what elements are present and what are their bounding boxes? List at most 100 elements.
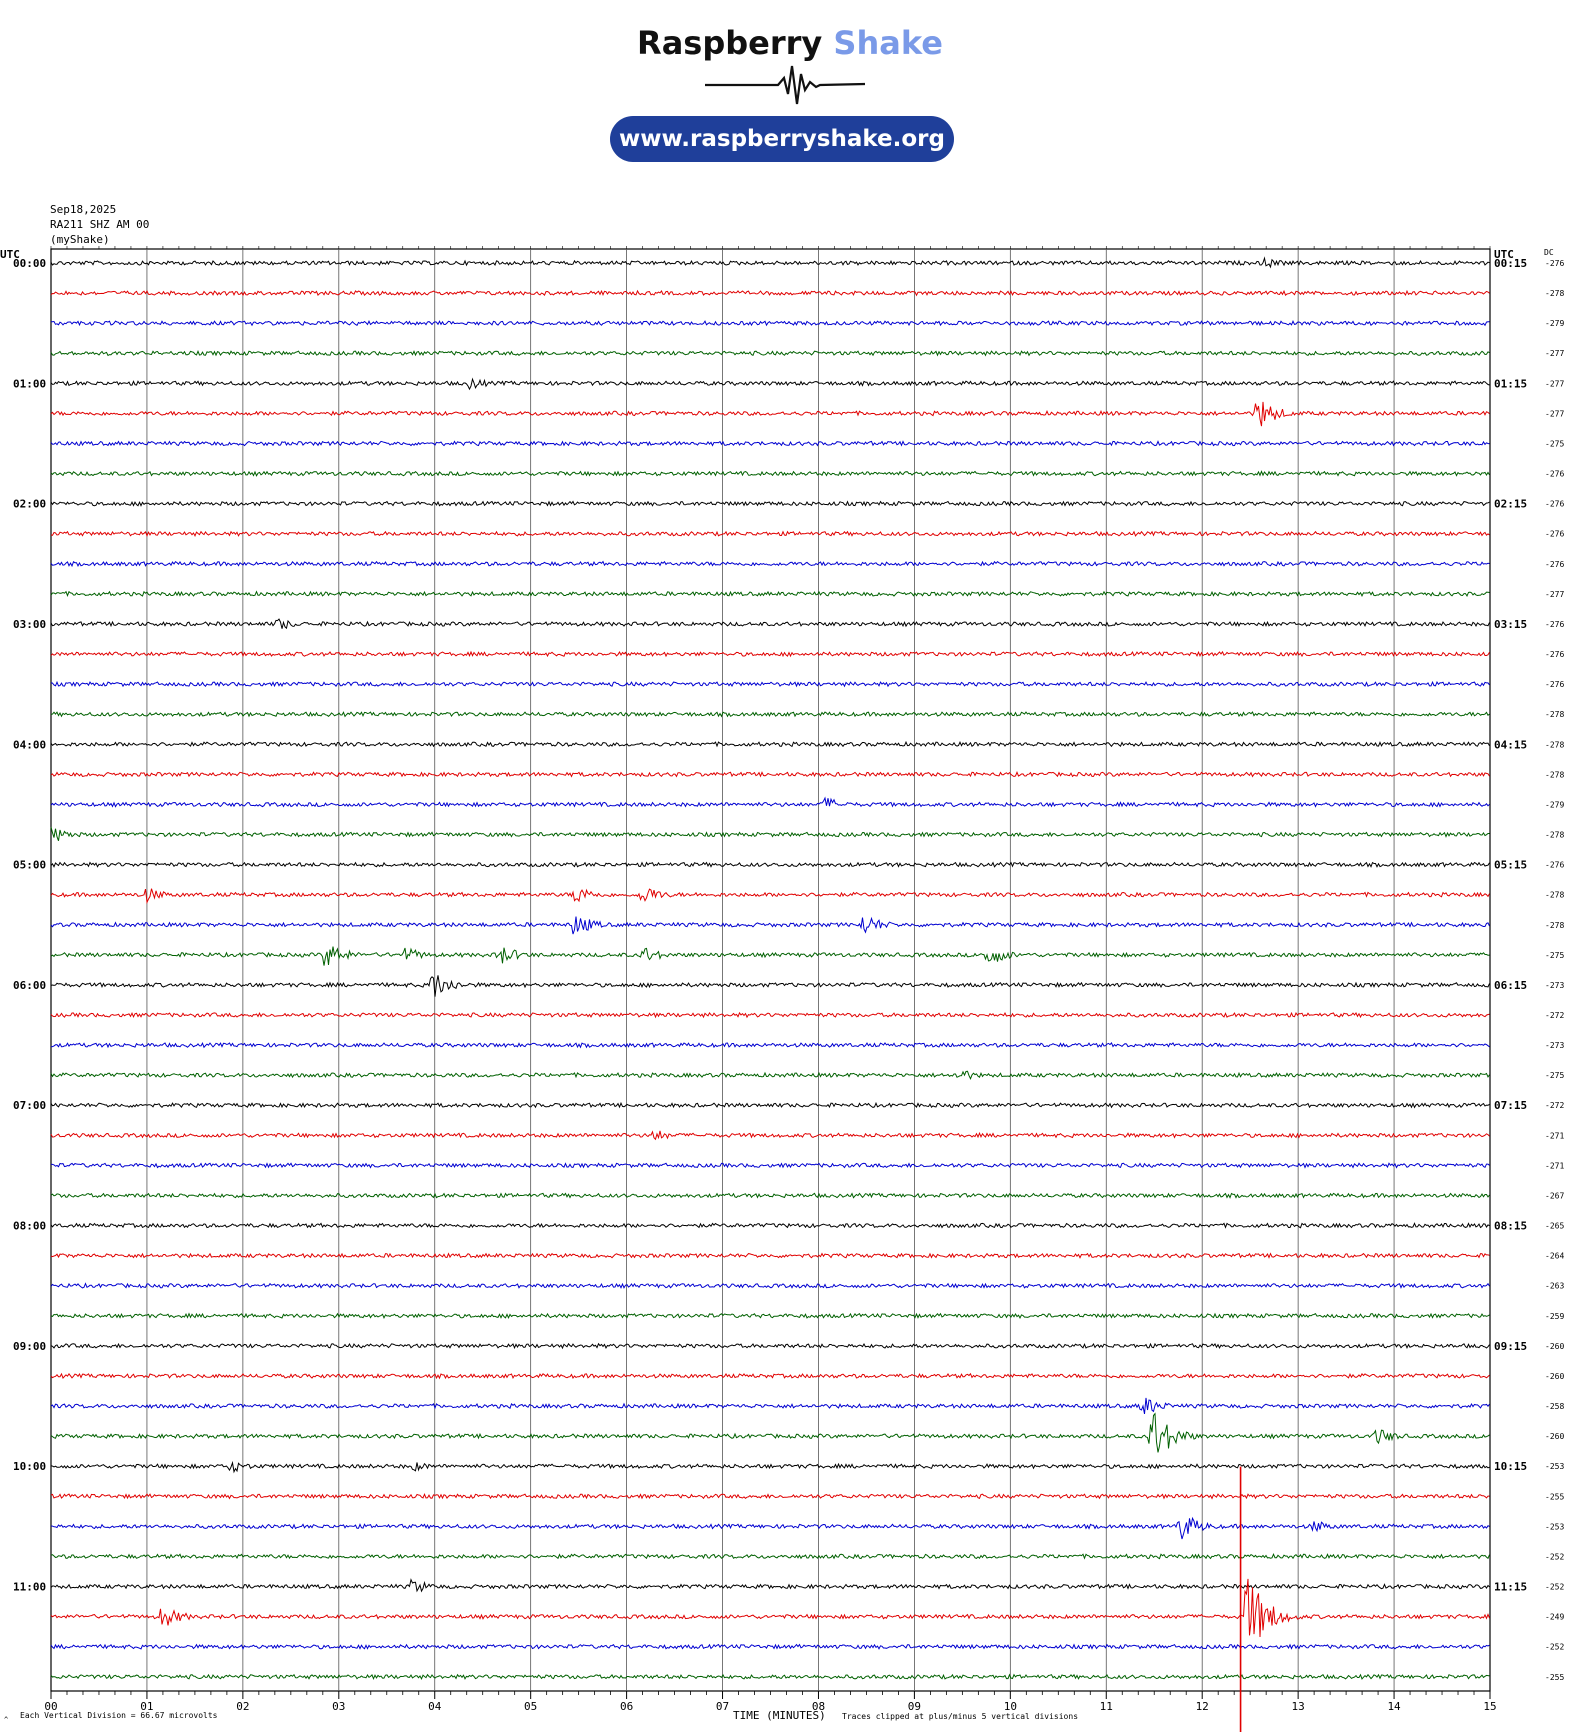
dc-value-label: -276 [1545, 620, 1564, 629]
seismic-trace [50, 680, 1490, 688]
seismic-trace [50, 1342, 1490, 1350]
dc-value-label: -278 [1545, 831, 1564, 840]
left-hour-label: 10:00 [13, 1460, 46, 1473]
dc-value-label: -260 [1545, 1432, 1564, 1441]
seismic-trace [50, 1041, 1490, 1049]
right-hour-label: 05:15 [1494, 859, 1527, 872]
dc-value-label: -255 [1545, 1673, 1564, 1682]
x-tick-label: 12 [1196, 1700, 1209, 1713]
dc-value-label: -265 [1545, 1222, 1564, 1231]
dc-header: DC [1544, 248, 1554, 257]
dc-value-label: -275 [1545, 439, 1564, 448]
seismic-trace [50, 916, 1490, 935]
dc-value-label: -273 [1545, 1041, 1564, 1050]
left-hour-label: 08:00 [13, 1220, 46, 1233]
dc-value-label: -278 [1545, 710, 1564, 719]
header-station: RA211 SHZ AM 00 [50, 218, 150, 231]
seismic-trace [50, 1578, 1490, 1593]
dc-value-label: -271 [1545, 1131, 1564, 1140]
seismic-trace [50, 1312, 1490, 1320]
raspberry-shake-logo: Raspberry Shake www.raspberryshake.org [600, 18, 980, 168]
footer-vertical-division: Each Vertical Division = 66.67 microvolt… [20, 1711, 218, 1720]
plot-frame [50, 248, 1491, 1692]
seismic-trace [50, 1372, 1490, 1380]
seismic-trace [50, 946, 1490, 966]
seismic-trace [50, 377, 1490, 391]
right-hour-label: 11:15 [1494, 1581, 1527, 1594]
left-hour-label: 02:00 [13, 498, 46, 511]
right-hour-label: 00:15 [1494, 257, 1527, 270]
x-tick-label: 14 [1387, 1700, 1401, 1713]
seismic-trace [50, 1162, 1490, 1169]
dc-value-label: -276 [1545, 680, 1564, 689]
right-hour-label: 03:15 [1494, 618, 1527, 631]
seismic-trace [50, 1492, 1490, 1500]
dc-value-label: -275 [1545, 1071, 1564, 1080]
left-hour-label: 04:00 [13, 738, 46, 751]
left-hour-label: 06:00 [13, 979, 46, 992]
dc-value-label: -252 [1545, 1583, 1564, 1592]
dc-value-label: -276 [1545, 861, 1564, 870]
footer-corner-mark: ^ [4, 1716, 8, 1724]
dc-value-label: -263 [1545, 1282, 1564, 1291]
seismic-trace [50, 888, 1490, 905]
dc-value-label: -276 [1545, 259, 1564, 268]
seismic-trace [50, 289, 1490, 297]
seismic-trace [50, 1643, 1490, 1650]
dc-value-label: -276 [1545, 560, 1564, 569]
dc-value-label: -260 [1545, 1372, 1564, 1381]
logo-url-pill[interactable]: www.raspberryshake.org [610, 116, 954, 162]
seismic-trace [50, 1011, 1490, 1019]
dc-value-label: -253 [1545, 1522, 1564, 1531]
logo-word-shake: Shake [833, 24, 943, 62]
right-hour-label: 10:15 [1494, 1460, 1527, 1473]
x-tick-label: 03 [332, 1700, 345, 1713]
seismic-trace [50, 796, 1490, 808]
dc-value-label: -278 [1545, 289, 1564, 298]
dc-value-label: -273 [1545, 981, 1564, 990]
seismic-trace [50, 401, 1490, 427]
x-tick-label: 08 [812, 1700, 825, 1713]
seismic-trace [50, 1192, 1490, 1199]
right-hour-label: 08:15 [1494, 1220, 1527, 1233]
dc-value-label: -271 [1545, 1161, 1564, 1170]
x-tick-label: 13 [1292, 1700, 1305, 1713]
seismic-trace [50, 1397, 1490, 1414]
seismic-trace [50, 740, 1490, 748]
x-tick-label: 02 [236, 1700, 249, 1713]
seismic-trace [50, 1553, 1490, 1560]
right-utc-title: UTC [1494, 248, 1514, 261]
logo-word-raspberry: Raspberry [637, 24, 823, 62]
dc-value-label: -277 [1545, 349, 1564, 358]
x-tick-label: 15 [1483, 1700, 1496, 1713]
plot-header: Sep18,2025 RA211 SHZ AM 00 (myShake) [50, 202, 149, 247]
left-hour-label: 11:00 [13, 1581, 46, 1594]
seismic-trace [50, 711, 1490, 718]
seismic-trace [50, 1130, 1490, 1141]
seismic-trace [50, 861, 1490, 868]
left-utc-title: UTC [0, 248, 20, 261]
right-hour-label: 06:15 [1494, 979, 1527, 992]
seismic-trace [50, 1460, 1490, 1474]
seismic-trace [50, 975, 1490, 997]
seismic-trace [50, 1516, 1490, 1540]
x-tick-label: 01 [140, 1700, 153, 1713]
logo-title: Raspberry Shake [600, 24, 980, 62]
seismic-trace [50, 618, 1490, 630]
right-hour-label: 02:15 [1494, 498, 1527, 511]
seismic-trace [50, 590, 1490, 598]
x-tick-label: 04 [428, 1700, 442, 1713]
x-tick-label: 11 [1100, 1700, 1113, 1713]
x-tick-label: 05 [524, 1700, 537, 1713]
dc-value-label: -253 [1545, 1462, 1564, 1471]
seismic-trace [50, 770, 1490, 778]
dc-value-label: -276 [1545, 500, 1564, 509]
seismic-trace [50, 470, 1490, 477]
x-tick-label: 09 [908, 1700, 921, 1713]
dc-value-label: -259 [1545, 1312, 1564, 1321]
dc-value-label: -276 [1545, 530, 1564, 539]
dc-value-label: -279 [1545, 800, 1564, 809]
x-tick-label: 07 [716, 1700, 729, 1713]
right-hour-label: 04:15 [1494, 738, 1527, 751]
